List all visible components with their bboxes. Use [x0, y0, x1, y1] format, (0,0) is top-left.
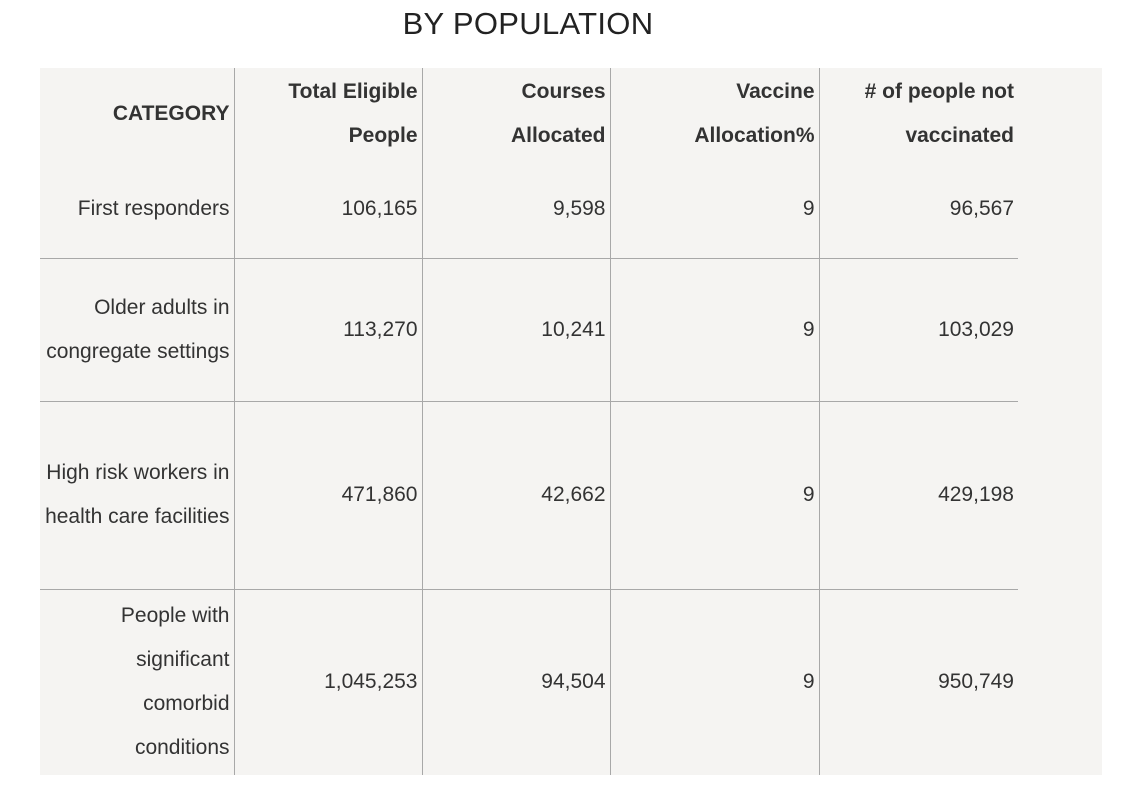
- cell-not-vaccinated: 950,749: [818, 588, 1018, 775]
- table-header-row: CATEGORY Total Eligible People Courses A…: [40, 68, 1018, 160]
- cell-total-eligible: 1,045,253: [233, 588, 423, 775]
- cell-courses-allocated: 94,504: [421, 588, 611, 775]
- cell-not-vaccinated: 103,029: [818, 257, 1018, 402]
- cell-category: Older adults in congregate settings: [40, 257, 235, 402]
- cell-courses-allocated: 42,662: [421, 400, 611, 590]
- page-title: BY POPULATION: [402, 6, 654, 41]
- cell-total-eligible: 106,165: [233, 160, 423, 259]
- table-row: People with significant comorbid conditi…: [40, 588, 1018, 775]
- population-table: CATEGORY Total Eligible People Courses A…: [40, 68, 1018, 775]
- cell-courses-allocated: 9,598: [421, 160, 611, 259]
- cell-total-eligible: 113,270: [233, 257, 423, 402]
- header-courses-allocated: Courses Allocated: [421, 68, 611, 160]
- cell-vaccine-allocation: 9: [609, 588, 820, 775]
- cell-not-vaccinated: 96,567: [818, 160, 1018, 259]
- cell-not-vaccinated: 429,198: [818, 400, 1018, 590]
- cell-category: People with significant comorbid conditi…: [40, 588, 235, 775]
- table-row: Older adults in congregate settings 113,…: [40, 257, 1018, 402]
- cell-total-eligible: 471,860: [233, 400, 423, 590]
- table-row: First responders 106,165 9,598 9 96,567: [40, 160, 1018, 259]
- header-not-vaccinated: # of people not vaccinated: [818, 68, 1018, 160]
- cell-category: First responders: [40, 160, 235, 259]
- cell-vaccine-allocation: 9: [609, 257, 820, 402]
- header-total-eligible: Total Eligible People: [233, 68, 423, 160]
- header-vaccine-allocation: Vaccine Allocation%: [609, 68, 820, 160]
- header-category: CATEGORY: [40, 68, 235, 160]
- table-panel: CATEGORY Total Eligible People Courses A…: [40, 68, 1102, 775]
- cell-vaccine-allocation: 9: [609, 160, 820, 259]
- cell-courses-allocated: 10,241: [421, 257, 611, 402]
- cell-category: High risk workers in health care facilit…: [40, 400, 235, 590]
- table-row: High risk workers in health care facilit…: [40, 400, 1018, 590]
- cell-vaccine-allocation: 9: [609, 400, 820, 590]
